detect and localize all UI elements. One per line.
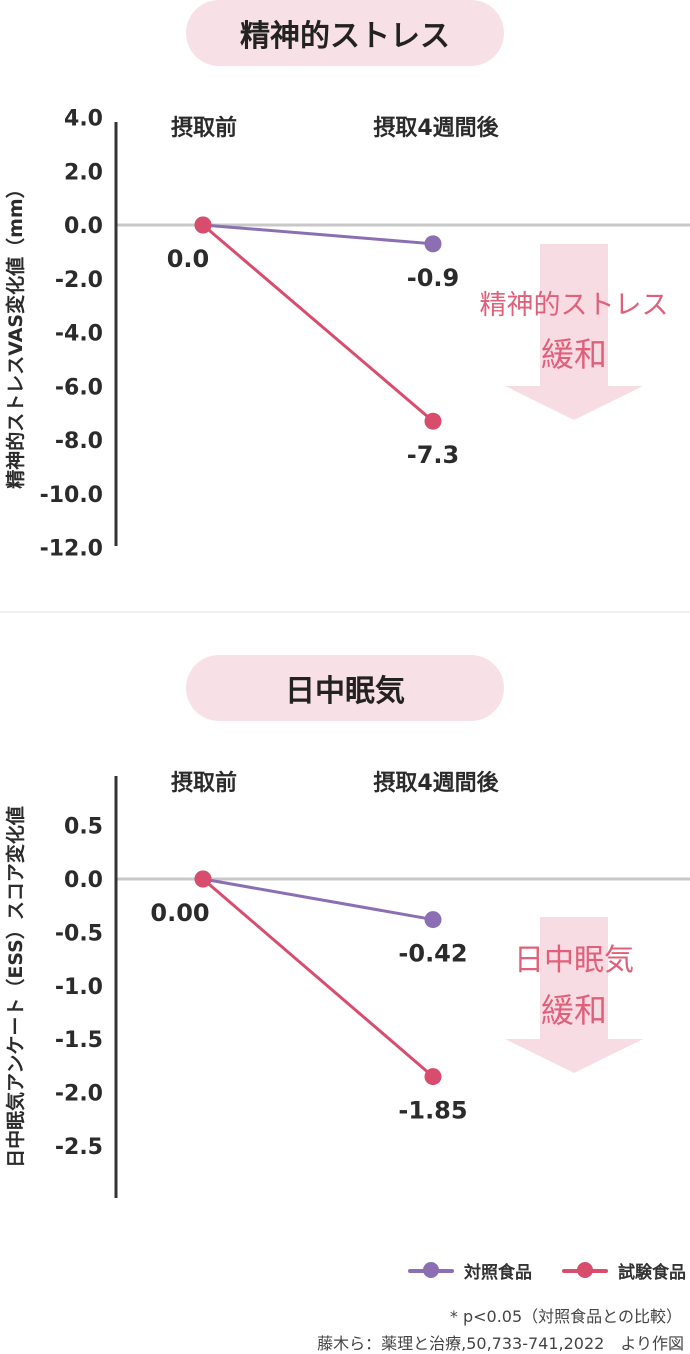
data-label: -0.42	[398, 940, 467, 968]
y-tick-label: 4.0	[64, 107, 103, 132]
category-label: 摂取4週間後	[373, 115, 499, 141]
annotation-line-1: 精神的ストレス	[480, 290, 669, 321]
data-point-control	[424, 911, 442, 929]
y-tick-label: -4.0	[55, 322, 103, 347]
data-point-control	[424, 235, 442, 253]
data-label: -7.3	[407, 441, 459, 469]
y-tick-label: -0.5	[55, 921, 103, 946]
data-point-test	[194, 216, 212, 234]
y-tick-label: 0.0	[64, 868, 103, 893]
annotation-line-1: 日中眠気	[514, 943, 634, 978]
relief-arrow-icon	[505, 917, 643, 1073]
source-citation: 藤木ら：薬理と治療,50,733-741,2022 より作図	[317, 1334, 684, 1353]
legend-label-control: 対照食品	[464, 1263, 532, 1283]
y-tick-label: -12.0	[40, 537, 103, 562]
data-label: 0.0	[167, 245, 210, 273]
y-axis-label: 日中眠気アンケート（ESS）スコア変化値	[4, 806, 27, 1168]
category-label: 摂取前	[171, 770, 237, 796]
legend-item-control: 対照食品	[408, 1258, 532, 1283]
y-tick-label: 0.5	[64, 815, 103, 840]
data-label: -1.85	[398, 1097, 467, 1125]
y-tick-label: -10.0	[40, 483, 103, 508]
data-point-test	[424, 412, 442, 430]
y-tick-label: -2.5	[55, 1135, 103, 1160]
y-tick-label: -8.0	[55, 429, 103, 454]
y-tick-label: -1.5	[55, 1028, 103, 1053]
y-tick-label: -2.0	[55, 1082, 103, 1107]
legend: 対照食品 試験食品	[408, 1258, 686, 1283]
y-tick-label: -2.0	[55, 268, 103, 293]
data-label: -0.9	[407, 264, 459, 292]
category-label: 摂取前	[171, 115, 237, 141]
relief-arrow-icon	[505, 244, 643, 420]
y-tick-label: 0.0	[64, 214, 103, 239]
y-tick-label: -6.0	[55, 375, 103, 400]
legend-label-test: 試験食品	[618, 1263, 686, 1283]
footnote: * p<0.05（対照食品との比較）	[449, 1307, 682, 1326]
panel-divider	[0, 611, 690, 613]
legend-item-test: 試験食品	[562, 1258, 686, 1283]
category-label: 摂取4週間後	[373, 770, 499, 796]
data-label: 0.00	[150, 899, 209, 927]
series-line-control	[202, 223, 434, 246]
series-line-control	[202, 877, 434, 922]
chart-title-sleepiness: 日中眠気	[186, 655, 504, 721]
data-point-test	[424, 1068, 442, 1086]
legend-marker-test	[562, 1261, 608, 1278]
annotation-line-2: 緩和	[541, 335, 607, 374]
series-line-test	[202, 877, 434, 1078]
y-axis-label: 精神的ストレスVAS変化値（mm）	[4, 179, 27, 488]
series-line-test	[202, 223, 434, 423]
data-point-test	[194, 870, 212, 888]
y-tick-label: 2.0	[64, 160, 103, 185]
y-tick-label: -1.0	[55, 975, 103, 1000]
annotation-line-2: 緩和	[541, 991, 607, 1030]
chart-title-stress: 精神的ストレス	[186, 0, 504, 66]
legend-marker-control	[408, 1261, 454, 1278]
